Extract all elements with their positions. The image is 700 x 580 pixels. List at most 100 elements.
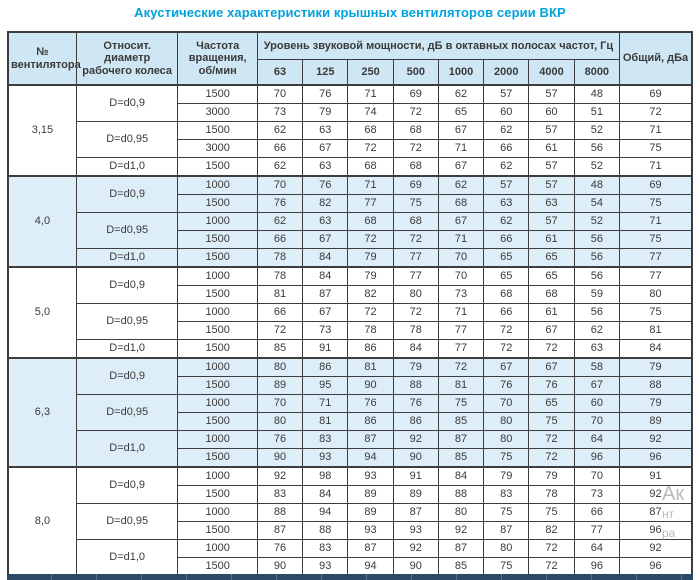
- level-cell-125hz: 82: [302, 194, 349, 213]
- level-cell-500hz: 69: [392, 84, 439, 104]
- level-cell-2000hz: 87: [483, 521, 530, 540]
- level-cell-125hz: 83: [302, 430, 349, 449]
- total-dba-cell: 92: [619, 430, 693, 449]
- table-row: D=d0,95 1000 70 71 76 76 75 70 65 60 79: [8, 394, 693, 431]
- level-cell-125hz: 71: [302, 394, 349, 413]
- level-cell-2000hz: 65: [483, 266, 530, 286]
- level-cell-63hz: 87: [256, 521, 304, 540]
- table-row: D=d0,95 1000 88 94 89 87 80 75 75 66 87: [8, 503, 693, 540]
- level-cell-500hz: 92: [392, 430, 439, 449]
- speed-cell: 1000: [177, 175, 258, 195]
- speed-cell: 1000: [177, 357, 258, 377]
- level-cell-63hz: 70: [256, 84, 304, 104]
- level-cell-63hz: 90: [256, 448, 304, 468]
- level-cell-500hz: 77: [392, 248, 439, 268]
- level-cell-1000hz: 81: [437, 376, 485, 395]
- table-row: D=d1,0 1000 76 83 87 92 87 80 72 64 92: [8, 539, 693, 577]
- total-dba-cell: 77: [619, 248, 693, 268]
- level-cell-250hz: 72: [347, 303, 394, 322]
- total-dba-cell: 77: [619, 266, 693, 286]
- level-cell-63hz: 70: [256, 394, 304, 413]
- diameter-cell: D=d0,9: [75, 466, 179, 504]
- level-cell-500hz: 84: [392, 339, 439, 359]
- total-dba-cell: 84: [619, 339, 693, 359]
- level-cell-1000hz: 85: [437, 557, 485, 577]
- level-cell-2000hz: 62: [483, 121, 530, 140]
- total-dba-cell: 71: [619, 157, 693, 177]
- speed-cell: 1500: [177, 521, 258, 540]
- level-cell-1000hz: 62: [437, 175, 485, 195]
- level-cell-250hz: 86: [347, 412, 394, 431]
- total-dba-cell: 81: [619, 321, 693, 340]
- level-cell-125hz: 79: [302, 103, 349, 122]
- diameter-cell: D=d1,0: [75, 248, 179, 268]
- table-row: 1500 90 93 94 90 85 75 72 96 96: [8, 557, 693, 577]
- level-cell-8000hz: 70: [573, 412, 621, 431]
- total-dba-cell: 72: [619, 103, 693, 122]
- level-cell-2000hz: 66: [483, 139, 530, 158]
- level-cell-1000hz: 70: [437, 248, 485, 268]
- level-cell-4000hz: 67: [528, 357, 575, 377]
- level-cell-63hz: 81: [256, 285, 304, 304]
- level-cell-125hz: 84: [302, 248, 349, 268]
- total-dba-cell: 96: [619, 448, 693, 468]
- table-row: D=d0,95 1500 62 63 68 68 67 62 57 52 71: [8, 121, 693, 158]
- diameter-cell: D=d0,95: [75, 503, 179, 540]
- level-cell-125hz: 84: [302, 266, 349, 286]
- level-cell-250hz: 79: [347, 248, 394, 268]
- level-cell-8000hz: 66: [573, 503, 621, 522]
- header-total-dba: Общий, дБа: [619, 31, 693, 86]
- level-cell-4000hz: 75: [528, 503, 575, 522]
- table-row: 1500 76 82 77 75 68 63 63 54 75: [8, 194, 693, 213]
- header-frequency-250: 250: [347, 59, 394, 86]
- level-cell-63hz: 85: [256, 339, 304, 359]
- diameter-cell: D=d1,0: [75, 157, 179, 177]
- level-cell-2000hz: 80: [483, 430, 530, 449]
- header-frequency-2000: 2000: [483, 59, 530, 86]
- level-cell-1000hz: 85: [437, 412, 485, 431]
- table-row: 1500 89 95 90 88 81 76 76 67 88: [8, 376, 693, 395]
- level-cell-1000hz: 92: [437, 521, 485, 540]
- level-cell-2000hz: 66: [483, 230, 530, 249]
- level-cell-500hz: 77: [392, 266, 439, 286]
- level-cell-4000hz: 67: [528, 321, 575, 340]
- fan-number-cell: 4,0: [7, 175, 77, 268]
- diameter-cell: D=d0,95: [75, 394, 179, 431]
- level-cell-4000hz: 61: [528, 139, 575, 158]
- level-cell-8000hz: 56: [573, 266, 621, 286]
- speed-cell: 1500: [177, 339, 258, 359]
- level-cell-63hz: 88: [256, 503, 304, 522]
- level-cell-63hz: 62: [256, 212, 304, 231]
- level-cell-125hz: 81: [302, 412, 349, 431]
- level-cell-125hz: 67: [302, 230, 349, 249]
- level-cell-500hz: 72: [392, 139, 439, 158]
- header-frequency-63: 63: [256, 59, 304, 86]
- level-cell-2000hz: 62: [483, 212, 530, 231]
- level-cell-2000hz: 65: [483, 248, 530, 268]
- level-cell-4000hz: 61: [528, 303, 575, 322]
- level-cell-8000hz: 96: [573, 448, 621, 468]
- level-cell-2000hz: 60: [483, 103, 530, 122]
- header-frequency-125: 125: [302, 59, 349, 86]
- diameter-cell: D=d0,9: [75, 357, 179, 395]
- level-cell-250hz: 90: [347, 376, 394, 395]
- level-cell-1000hz: 67: [437, 212, 485, 231]
- total-dba-cell: 75: [619, 139, 693, 158]
- level-cell-63hz: 76: [256, 430, 304, 449]
- level-cell-1000hz: 84: [437, 466, 485, 486]
- level-cell-2000hz: 57: [483, 84, 530, 104]
- level-cell-8000hz: 48: [573, 175, 621, 195]
- level-cell-4000hz: 57: [528, 175, 575, 195]
- level-cell-1000hz: 70: [437, 266, 485, 286]
- level-cell-125hz: 63: [302, 212, 349, 231]
- level-cell-500hz: 87: [392, 503, 439, 522]
- total-dba-cell: 71: [619, 121, 693, 140]
- level-cell-63hz: 62: [256, 157, 304, 177]
- level-cell-500hz: 88: [392, 376, 439, 395]
- level-cell-500hz: 86: [392, 412, 439, 431]
- diameter-cell: D=d0,9: [75, 84, 179, 122]
- level-cell-250hz: 89: [347, 485, 394, 504]
- level-cell-500hz: 79: [392, 357, 439, 377]
- level-cell-500hz: 80: [392, 285, 439, 304]
